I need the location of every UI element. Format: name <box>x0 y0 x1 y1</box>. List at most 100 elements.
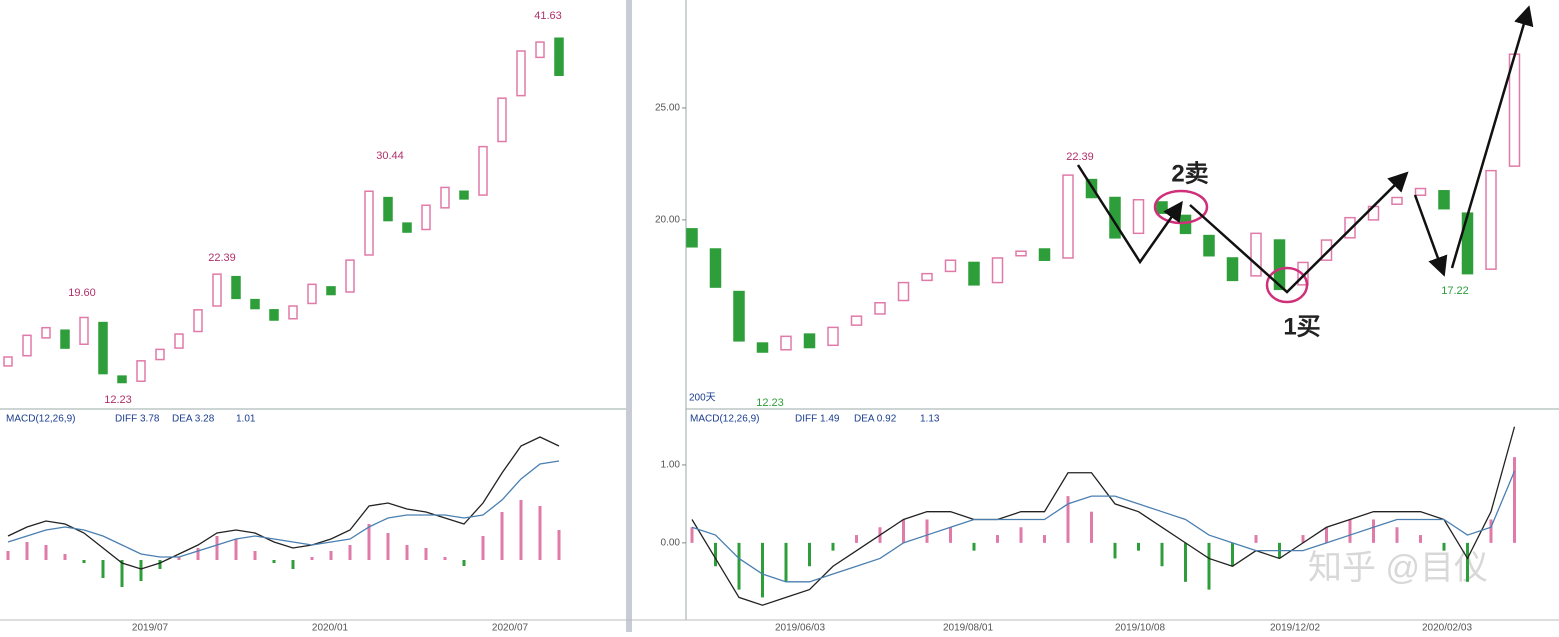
candle-body <box>921 272 933 282</box>
macd-bar <box>1066 496 1070 543</box>
candle-body <box>1015 250 1027 257</box>
macd-bar <box>215 536 219 560</box>
price-label: 41.63 <box>534 10 562 22</box>
macd-bar <box>1090 511 1093 543</box>
price-label: 30.44 <box>376 150 404 162</box>
macd-bar <box>367 524 371 560</box>
macd-bar <box>291 560 295 569</box>
candle-body <box>364 190 374 256</box>
macd-bar <box>424 548 428 560</box>
macd-bar <box>120 560 124 587</box>
price-label: 22.39 <box>1066 151 1094 163</box>
macd-bar <box>761 542 764 598</box>
candle-body <box>174 333 184 349</box>
candle-body <box>1132 198 1145 235</box>
candle-body <box>733 290 745 342</box>
macd-bar <box>1254 535 1258 543</box>
macd-bar <box>1372 519 1375 543</box>
watermark: 知乎 @目仪 <box>1308 549 1488 587</box>
candle-body <box>1038 248 1051 261</box>
x-tick-label: 2020/02/03 <box>1422 623 1472 632</box>
candle-body <box>1226 257 1239 282</box>
candle-body <box>326 286 336 296</box>
candle-body <box>459 190 469 200</box>
candle-body <box>1109 196 1121 239</box>
macd-bar <box>1160 542 1164 567</box>
macd-bar <box>234 539 238 560</box>
macd-bar <box>25 542 29 560</box>
candle-body <box>193 309 203 333</box>
y-tick-label: 1.00 <box>661 460 681 471</box>
candle-body <box>803 333 816 349</box>
candle-body <box>780 335 792 351</box>
candle-body <box>1438 190 1450 210</box>
macd-bar <box>348 545 352 560</box>
candle-body <box>1461 212 1474 275</box>
macd-dea-line <box>7 460 560 558</box>
trend-arrow <box>1189 171 1409 294</box>
candle-body <box>1203 234 1215 257</box>
candle-body <box>136 360 146 382</box>
price-label: 12.23 <box>756 397 784 409</box>
macd-bar <box>1348 519 1352 543</box>
price-label: 19.60 <box>68 287 96 299</box>
candle-body <box>850 315 863 326</box>
macd-bar <box>1019 527 1023 543</box>
period-label: 200天 <box>689 393 716 404</box>
macd-bar <box>784 542 788 582</box>
candle-body <box>1156 201 1168 214</box>
candle-body <box>1273 239 1286 291</box>
macd-bar <box>1395 527 1399 543</box>
macd-bar <box>949 527 952 543</box>
macd-bar <box>44 545 48 560</box>
macd-bar <box>1489 519 1493 543</box>
macd-bar <box>714 542 717 567</box>
candle-body <box>231 275 241 300</box>
candle-body <box>383 196 393 222</box>
candle-body <box>1085 178 1098 199</box>
candle-body <box>827 326 839 347</box>
candle-body <box>402 222 412 233</box>
macd-diff-line <box>7 436 560 570</box>
candle-body <box>1179 214 1192 235</box>
y-tick-label: 0.00 <box>661 537 681 548</box>
macd-bar <box>82 560 86 563</box>
trend-arrow <box>1450 5 1534 269</box>
candle-body <box>212 273 222 307</box>
y-tick-label: 20.00 <box>655 215 680 226</box>
macd-value: 1.13 <box>920 414 940 425</box>
macd-bar <box>996 535 999 543</box>
candle-body <box>1250 232 1262 277</box>
price-label: 12.23 <box>104 394 132 406</box>
candle-body <box>22 334 32 357</box>
panel-divider <box>626 0 632 632</box>
candle-body <box>756 342 769 353</box>
macd-bar <box>1442 542 1446 551</box>
macd-legend: MACD(12,26,9) <box>690 414 759 425</box>
candle-body <box>968 261 980 286</box>
macd-bar <box>557 530 561 560</box>
macd-bar <box>972 542 976 551</box>
candle-body <box>1320 239 1333 261</box>
candle-body <box>3 356 13 367</box>
y-tick-label: 25.00 <box>655 103 680 114</box>
candle-body <box>41 326 51 339</box>
x-tick-label: 2019/07 <box>132 623 169 632</box>
candle-body <box>307 283 317 305</box>
macd-bar <box>196 548 200 560</box>
candle-body <box>1391 196 1403 205</box>
macd-bar <box>1466 542 1469 582</box>
macd-bar <box>690 527 694 543</box>
annotation-layer <box>1076 5 1534 304</box>
macd-bar <box>538 506 542 560</box>
trend-arrow <box>1076 164 1183 265</box>
price-label: 17.22 <box>1441 285 1469 297</box>
candle-body <box>686 228 698 248</box>
macd-bar <box>272 560 276 563</box>
macd-bar <box>1043 535 1046 543</box>
candle-body <box>709 248 722 288</box>
macd-bar <box>1137 542 1140 551</box>
macd-bar <box>310 557 314 560</box>
candle-body <box>98 321 108 375</box>
candle-body <box>516 50 526 97</box>
